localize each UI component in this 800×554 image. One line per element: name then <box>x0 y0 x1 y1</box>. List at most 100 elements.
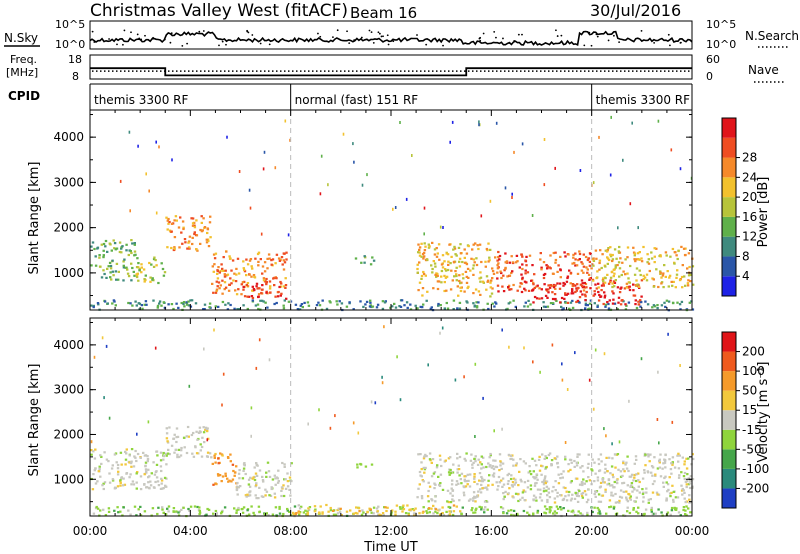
scatter-cell <box>612 476 615 479</box>
scatter-cell <box>489 454 492 457</box>
scatter-cell <box>644 453 647 456</box>
scatter-cell <box>167 505 171 508</box>
scatter-cell <box>611 302 615 305</box>
scatter-cell <box>157 506 160 509</box>
noise-search-point <box>555 29 557 32</box>
scatter-cell <box>676 301 679 304</box>
velocity-colorbar-swatch <box>722 390 736 411</box>
noise-search-point <box>566 40 569 43</box>
scatter-cell <box>417 487 420 490</box>
scatter-cell <box>423 471 426 474</box>
scatter-cell <box>130 465 133 468</box>
scatter-cell <box>586 466 590 469</box>
scatter-cell <box>536 284 539 287</box>
velocity-colorbar-label: Velocity [m s⁻¹] <box>756 362 771 463</box>
scatter-cell <box>270 263 273 266</box>
scatter-cell <box>455 505 458 508</box>
scatter-cell <box>613 302 617 305</box>
scatter-cell <box>226 273 230 276</box>
scatter-cell <box>143 303 146 306</box>
scatter-cell <box>665 254 668 257</box>
scatter-cell <box>178 510 181 513</box>
scatter-cell <box>591 263 594 266</box>
scatter-cell <box>508 274 512 277</box>
scatter-cell <box>292 513 295 516</box>
scatter-cell <box>619 470 623 473</box>
scatter-cell <box>480 260 483 264</box>
scatter-cell <box>450 269 453 272</box>
scatter-cell <box>284 478 287 481</box>
scatter-cell <box>647 262 651 265</box>
scatter-cell <box>543 505 547 508</box>
scatter-cell <box>581 491 585 495</box>
scatter-cell <box>511 270 514 273</box>
scatter-cell <box>528 254 532 257</box>
scatter-cell <box>590 468 593 471</box>
scatter-cell <box>194 302 198 305</box>
scatter-cell <box>189 305 193 308</box>
scatter-cell <box>470 453 473 456</box>
scatter-cell <box>550 459 554 462</box>
scatter-cell <box>383 506 386 509</box>
scatter-cell <box>622 158 624 162</box>
scatter-cell <box>193 224 196 227</box>
scatter-cell <box>488 256 491 259</box>
scatter-cell <box>174 448 178 451</box>
scatter-cell <box>477 301 480 304</box>
scatter-cell <box>507 492 510 495</box>
scatter-cell <box>177 511 180 514</box>
scatter-cell <box>271 478 275 481</box>
scatter-cell <box>651 306 654 309</box>
scatter-cell <box>486 488 489 491</box>
scatter-cell <box>137 302 140 305</box>
scatter-cell <box>232 469 235 473</box>
scatter-cell <box>449 468 452 472</box>
scatter-cell <box>406 504 409 507</box>
scatter-cell <box>198 430 202 433</box>
scatter-cell <box>642 277 645 281</box>
scatter-cell <box>633 254 636 257</box>
scatter-cell <box>607 307 611 310</box>
scatter-cell <box>212 483 215 486</box>
scatter-cell <box>137 262 140 265</box>
nave-ytick-bottom: 0 <box>706 70 713 83</box>
scatter-cell <box>449 456 452 459</box>
station-title: Christmas Valley West (fitACF) <box>90 1 348 21</box>
cpid-segment-1: normal (fast) 151 RF <box>295 93 419 107</box>
scatter-cell <box>125 472 129 475</box>
scatter-cell <box>546 498 549 502</box>
scatter-cell <box>552 286 556 289</box>
scatter-cell <box>576 500 580 503</box>
scatter-cell <box>686 473 689 476</box>
scatter-cell <box>220 510 224 513</box>
scatter-cell <box>677 467 681 470</box>
scatter-cell <box>617 226 619 230</box>
scatter-cell <box>544 475 547 478</box>
scatter-cell <box>662 286 665 289</box>
scatter-cell <box>466 267 470 270</box>
scatter-cell <box>532 281 535 285</box>
scatter-cell <box>278 285 281 289</box>
scatter-cell <box>611 282 614 285</box>
scatter-cell <box>461 273 464 276</box>
scatter-cell <box>604 277 607 280</box>
scatter-cell <box>418 483 421 486</box>
scatter-cell <box>162 301 165 304</box>
scatter-cell <box>599 500 603 503</box>
scatter-cell <box>527 471 530 474</box>
scatter-cell <box>399 305 403 308</box>
scatter-cell <box>642 245 645 249</box>
scatter-cell <box>673 262 676 265</box>
scatter-cell <box>622 300 625 303</box>
scatter-cell <box>352 142 354 146</box>
scatter-cell <box>94 255 97 258</box>
scatter-cell <box>375 306 379 309</box>
scatter-cell <box>496 271 499 274</box>
scatter-cell <box>216 277 220 280</box>
scatter-cell <box>472 491 476 494</box>
noise-search-point <box>416 34 418 36</box>
scatter-cell <box>458 307 462 310</box>
scatter-cell <box>570 497 573 500</box>
scatter-cell <box>666 511 670 514</box>
scatter-cell <box>530 279 533 282</box>
